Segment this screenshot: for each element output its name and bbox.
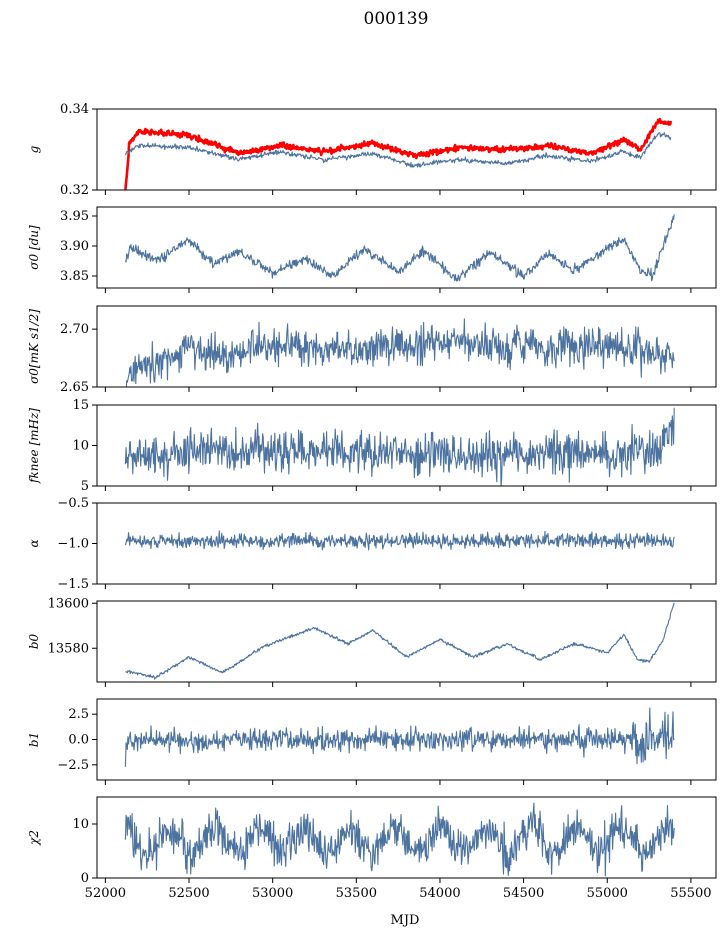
y-tick-label: 2.5 [68, 707, 89, 722]
figure-title: 000139 [364, 9, 429, 29]
y-axis-label: χ2 [27, 830, 41, 846]
y-axis-label: α [27, 539, 41, 547]
x-tick-label: 52500 [168, 886, 209, 901]
y-tick-label: 10 [72, 817, 89, 832]
series-group [124, 407, 675, 486]
series-group [124, 117, 673, 190]
y-tick-label: 3.85 [60, 269, 89, 284]
x-tick-label: 55500 [670, 886, 711, 901]
series-line-1 [124, 214, 675, 282]
series-line-1 [124, 117, 673, 190]
y-axis-label: σ0 [du] [27, 225, 41, 270]
series-line-1 [125, 318, 675, 387]
y-tick-label: 0 [81, 871, 89, 886]
series-group [124, 214, 675, 282]
axes-frame [96, 206, 717, 289]
panel-5: −1.5 −1.0 −0.5 α [27, 496, 717, 592]
axes-frame [96, 305, 717, 388]
y-tick-label: 5 [81, 479, 89, 494]
y-tick-label: 15 [72, 398, 89, 413]
y-tick-label: 13600 [48, 596, 89, 611]
series-line-1 [124, 530, 675, 551]
x-tick-label: 53000 [252, 886, 293, 901]
y-axis-label: b1 [27, 732, 41, 747]
y-tick-label: 0.0 [68, 733, 89, 748]
y-tick-label: 3.90 [60, 239, 89, 254]
panel-1: 0.32 0.34 g [27, 102, 717, 198]
y-axis-label: fknee [mHz] [27, 408, 41, 484]
series-group [125, 602, 675, 680]
series-line-2 [124, 132, 672, 168]
y-axis-label: σ0[mK s1/2] [27, 309, 41, 384]
series-group [124, 802, 675, 877]
panel-4: 5 10 15 fknee [mHz] [27, 398, 717, 494]
y-tick-label: 3.95 [60, 209, 89, 224]
axes-frame [96, 600, 717, 683]
y-tick-label: −0.5 [57, 496, 89, 511]
series-line-1 [124, 707, 675, 767]
panels: 0.32 0.34 g 3.85 3.90 3.95 σ0 [du] 2.65 2.70 σ0[m… [27, 102, 717, 901]
y-tick-label: −1.5 [57, 577, 89, 592]
panel-2: 3.85 3.90 3.95 σ0 [du] [27, 206, 717, 293]
y-tick-label: 13580 [48, 641, 89, 656]
x-tick-label: 53500 [336, 886, 377, 901]
axes-frame [96, 108, 717, 191]
y-tick-label: 2.70 [60, 322, 89, 337]
x-tick-label: 54000 [419, 886, 460, 901]
y-tick-label: 0.32 [60, 183, 89, 198]
y-tick-label: 2.65 [60, 380, 89, 395]
axes-frame [96, 796, 717, 879]
y-tick-label: 0.34 [60, 102, 89, 117]
x-tick-label: 54500 [503, 886, 544, 901]
series-line-1 [124, 407, 675, 486]
x-axis-label: MJD [391, 913, 420, 928]
y-axis-label: b0 [27, 633, 41, 649]
series-line-1 [125, 602, 675, 680]
panel-7: −2.5 0.0 2.5 b1 [27, 698, 717, 785]
x-tick-label: 52000 [85, 886, 126, 901]
y-tick-label: −1.0 [57, 537, 89, 552]
series-group [124, 530, 675, 551]
y-axis-label: g [27, 145, 41, 153]
panel-3: 2.65 2.70 σ0[mK s1/2] [27, 305, 717, 395]
series-group [125, 318, 675, 387]
series-group [124, 707, 675, 767]
panel-8: 0 10 52000 52500 53000 53500 54000 54500 55000 55… [27, 796, 717, 901]
x-tick-label: 55000 [587, 886, 628, 901]
y-tick-label: −2.5 [57, 758, 89, 773]
y-tick-label: 10 [72, 439, 89, 454]
series-line-1 [124, 802, 675, 877]
panel-6: 13580 13600 b0 [27, 596, 717, 687]
